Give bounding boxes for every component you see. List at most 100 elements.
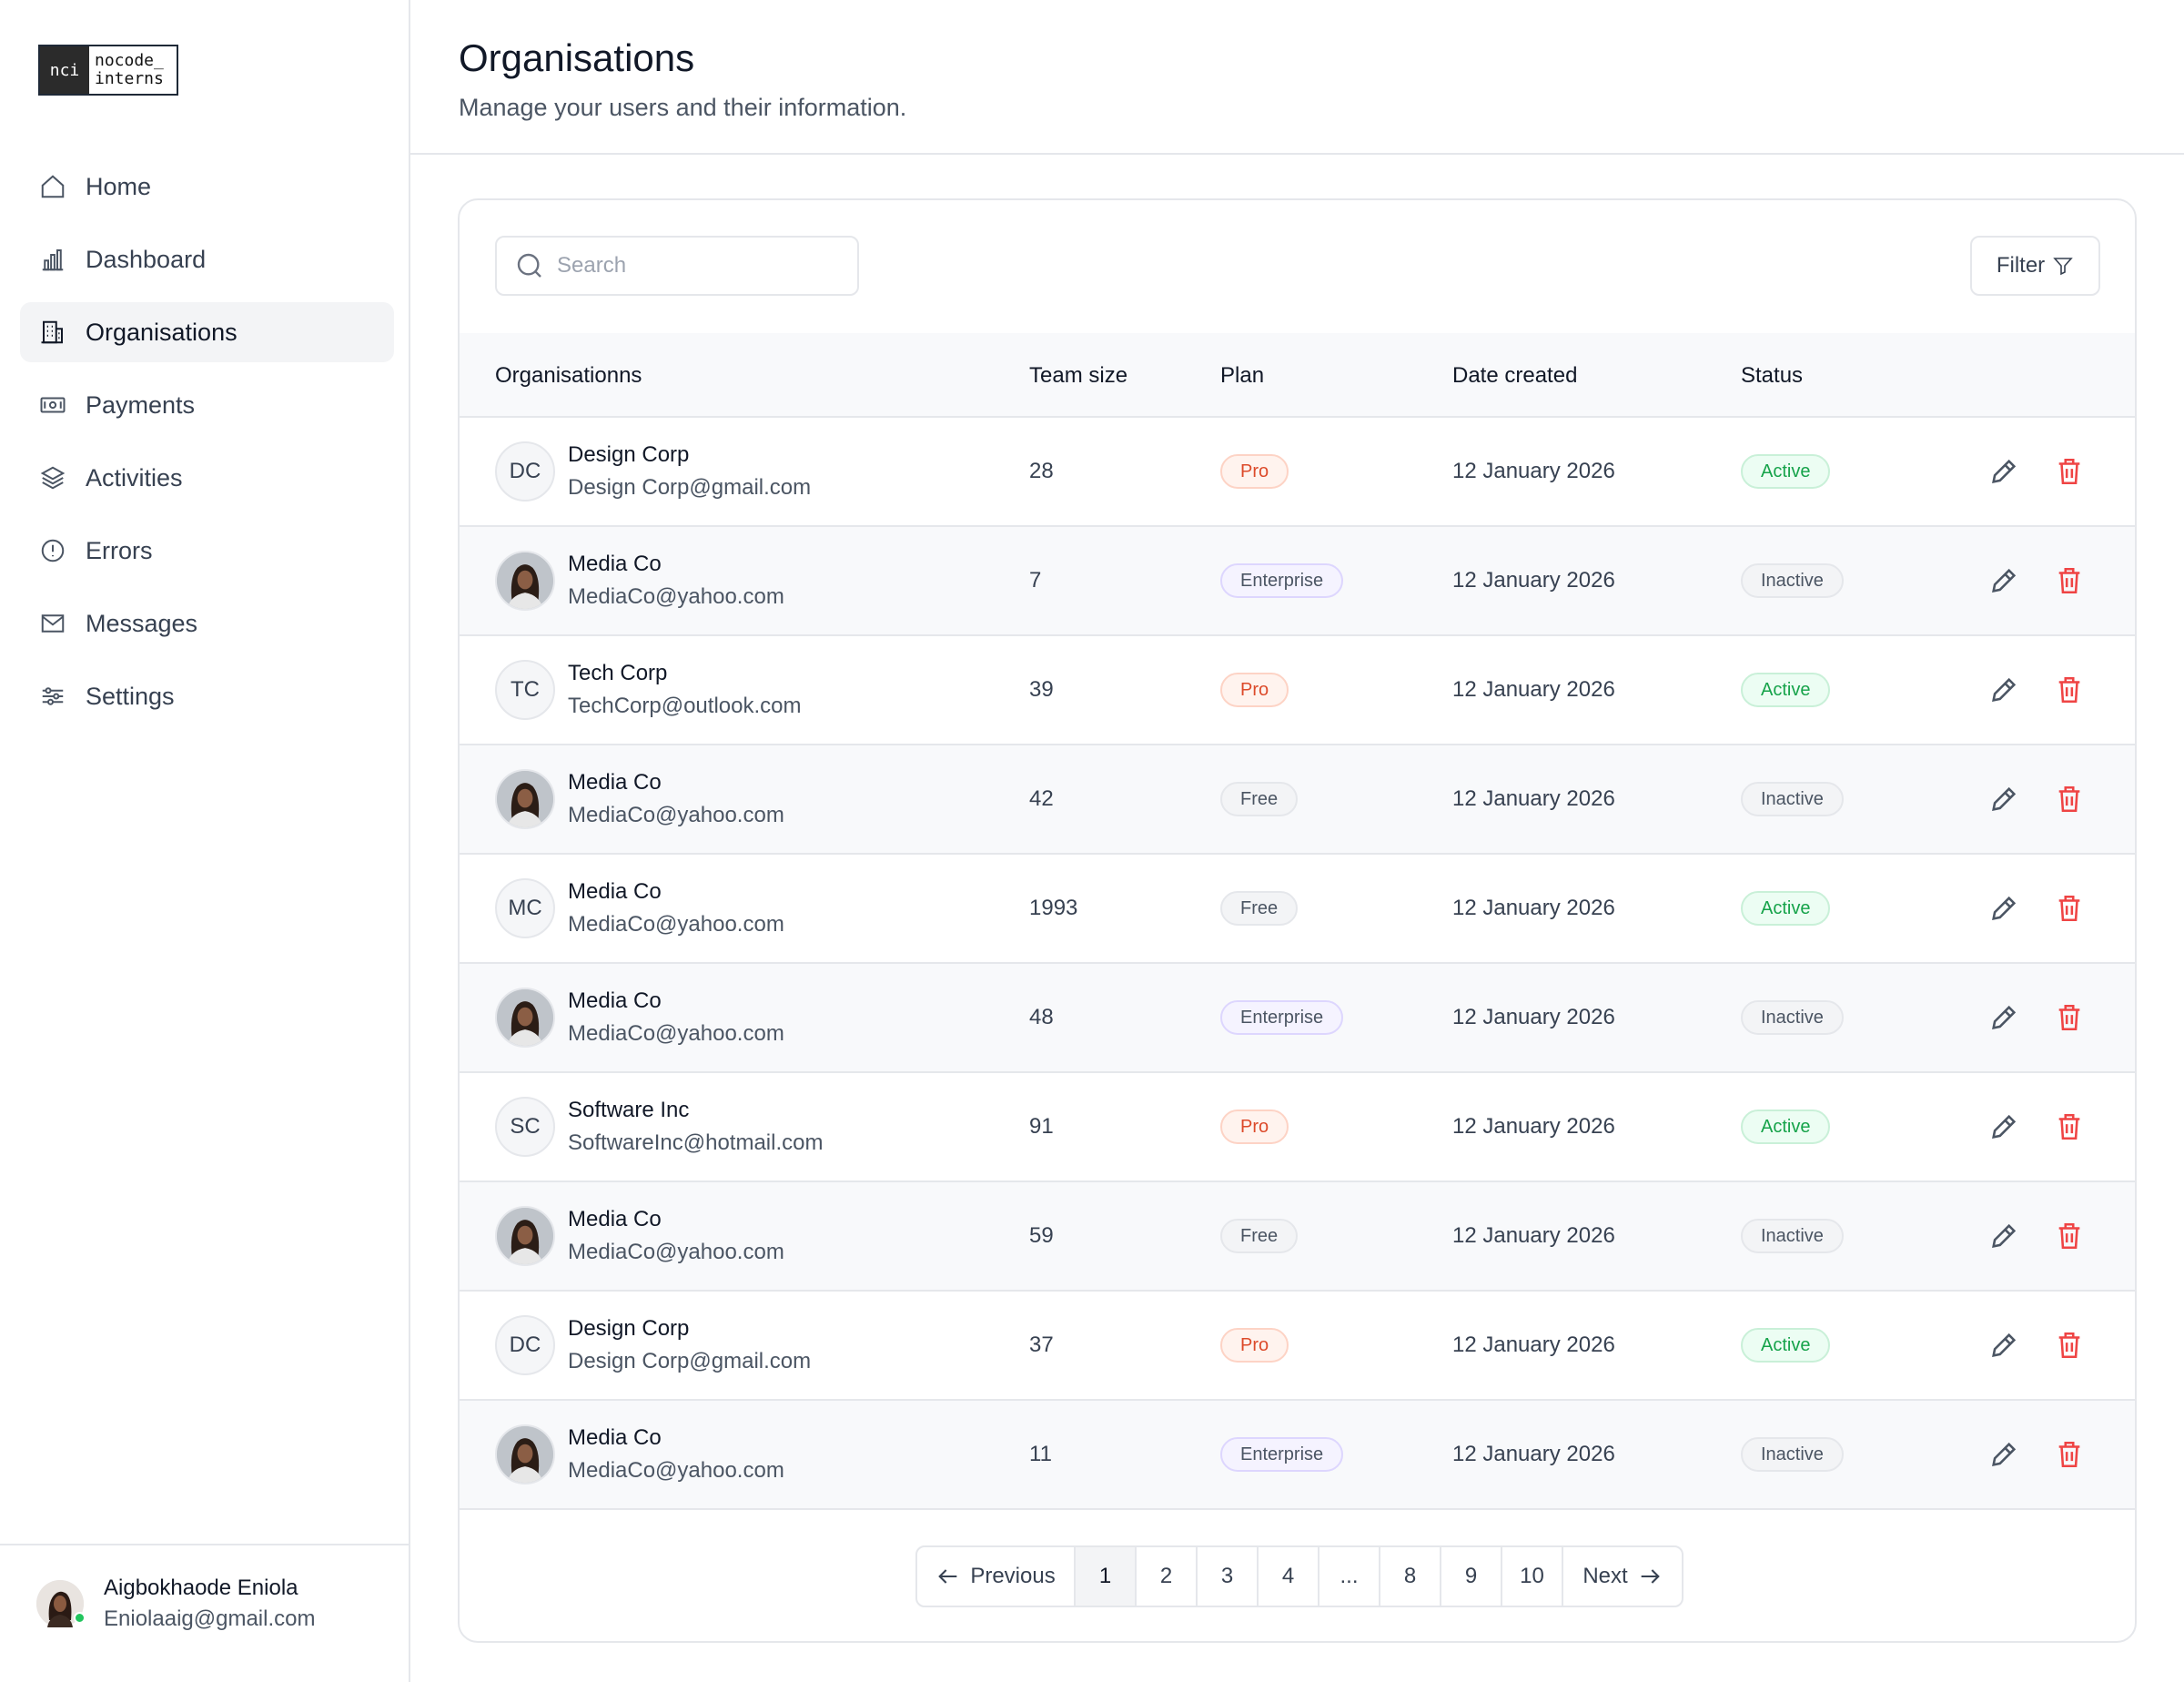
sidebar-item-errors[interactable]: Errors — [20, 521, 394, 581]
home-icon — [38, 172, 67, 201]
plan-badge: Enterprise — [1220, 563, 1344, 598]
trash-icon[interactable] — [2054, 1330, 2085, 1361]
trash-icon[interactable] — [2054, 784, 2085, 815]
trash-icon[interactable] — [2054, 893, 2085, 924]
team-size: 37 — [1029, 1332, 1054, 1357]
trash-icon[interactable] — [2054, 456, 2085, 487]
column-header-organisations[interactable]: Organisationns — [495, 363, 642, 388]
status-cell: Active — [1741, 1073, 1831, 1180]
trash-icon[interactable] — [2054, 674, 2085, 705]
plan-cell: Pro — [1220, 636, 1289, 744]
org-cell: DC Design Corp Design Corp@gmail.com — [495, 1292, 811, 1399]
page-button[interactable]: 9 — [1441, 1547, 1502, 1606]
org-avatar-photo — [495, 988, 555, 1048]
status-cell: Inactive — [1741, 745, 1844, 853]
delete-cell — [2054, 418, 2085, 525]
org-email: MediaCo@yahoo.com — [568, 1240, 784, 1264]
table-row[interactable]: DC Design Corp Design Corp@gmail.com 37 … — [460, 1292, 2135, 1401]
alert-circle-icon — [38, 536, 67, 565]
trash-icon[interactable] — [2054, 565, 2085, 596]
edit-icon[interactable] — [1988, 1221, 2019, 1251]
plan-cell: Pro — [1220, 1292, 1289, 1399]
edit-icon[interactable] — [1988, 1439, 2019, 1470]
plan-cell: Free — [1220, 745, 1299, 853]
trash-icon[interactable] — [2054, 1111, 2085, 1142]
edit-icon[interactable] — [1988, 893, 2019, 924]
plan-badge: Pro — [1220, 454, 1289, 489]
org-cell: Media Co MediaCo@yahoo.com — [495, 527, 784, 634]
team-size: 39 — [1029, 677, 1054, 702]
table-row[interactable]: Media Co MediaCo@yahoo.com 11 Enterprise… — [460, 1401, 2135, 1510]
table-row[interactable]: DC Design Corp Design Corp@gmail.com 28 … — [460, 418, 2135, 527]
edit-icon[interactable] — [1988, 1111, 2019, 1142]
sidebar-item-organisations[interactable]: Organisations — [20, 302, 394, 362]
table-row[interactable]: MC Media Co MediaCo@yahoo.com 1993 Free … — [460, 855, 2135, 964]
table-row[interactable]: Media Co MediaCo@yahoo.com 59 Free 12 Ja… — [460, 1182, 2135, 1292]
org-email: MediaCo@yahoo.com — [568, 803, 784, 827]
edit-icon[interactable] — [1988, 784, 2019, 815]
team-size: 11 — [1029, 1442, 1052, 1466]
sidebar-item-label: Errors — [86, 536, 153, 564]
page-subtitle: Manage your users and their information. — [459, 94, 907, 121]
delete-cell — [2054, 1401, 2085, 1508]
date-created: 12 January 2026 — [1452, 896, 1615, 920]
sidebar-item-home[interactable]: Home — [20, 157, 394, 217]
edit-icon[interactable] — [1988, 1330, 2019, 1361]
profile-name: Aigbokhaode Eniola — [104, 1576, 298, 1600]
next-page-button[interactable]: Next — [1563, 1547, 1682, 1606]
trash-icon[interactable] — [2054, 1221, 2085, 1251]
table-row[interactable]: Media Co MediaCo@yahoo.com 48 Enterprise… — [460, 964, 2135, 1073]
trash-icon[interactable] — [2054, 1439, 2085, 1470]
search-input[interactable] — [557, 253, 830, 279]
logo[interactable]: nci nocode_ interns — [38, 45, 178, 96]
edit-icon[interactable] — [1988, 1002, 2019, 1033]
status-badge: Active — [1741, 673, 1831, 707]
sidebar-item-messages[interactable]: Messages — [20, 593, 394, 654]
page-button[interactable]: 10 — [1502, 1547, 1563, 1606]
page-button[interactable]: 1 — [1076, 1547, 1137, 1606]
edit-icon[interactable] — [1988, 565, 2019, 596]
status-badge: Active — [1741, 891, 1831, 926]
table-row[interactable]: Media Co MediaCo@yahoo.com 7 Enterprise … — [460, 527, 2135, 636]
edit-cell — [1988, 1292, 2019, 1399]
sidebar-item-dashboard[interactable]: Dashboard — [20, 229, 394, 289]
team-size: 1993 — [1029, 896, 1078, 920]
column-header-date-created[interactable]: Date created — [1452, 363, 1578, 388]
org-email: Design Corp@gmail.com — [568, 1349, 812, 1373]
status-cell: Active — [1741, 855, 1831, 962]
edit-icon[interactable] — [1988, 674, 2019, 705]
org-avatar-initials: MC — [495, 878, 555, 938]
org-email: MediaCo@yahoo.com — [568, 912, 784, 937]
team-size: 59 — [1029, 1223, 1054, 1248]
previous-page-button[interactable]: Previous — [917, 1547, 1076, 1606]
table-row[interactable]: Media Co MediaCo@yahoo.com 42 Free 12 Ja… — [460, 745, 2135, 855]
sidebar-item-activities[interactable]: Activities — [20, 448, 394, 508]
page-button[interactable]: 4 — [1259, 1547, 1320, 1606]
person-icon — [36, 1580, 84, 1627]
page-header: Organisations Manage your users and thei… — [410, 0, 2184, 155]
org-cell: SC Software Inc SoftwareInc@hotmail.com — [495, 1073, 823, 1180]
date-created: 12 January 2026 — [1452, 1114, 1615, 1139]
org-email: MediaCo@yahoo.com — [568, 1021, 784, 1046]
search-box[interactable] — [495, 236, 859, 296]
column-header-status[interactable]: Status — [1741, 363, 1804, 388]
column-header-team-size[interactable]: Team size — [1029, 363, 1128, 388]
user-profile[interactable]: Aigbokhaode Eniola Eniolaaig@gmail.com — [36, 1573, 315, 1635]
sidebar-item-settings[interactable]: Settings — [20, 666, 394, 726]
page-button[interactable]: 3 — [1198, 1547, 1259, 1606]
page-button[interactable]: 2 — [1137, 1547, 1198, 1606]
trash-icon[interactable] — [2054, 1002, 2085, 1033]
avatar — [36, 1580, 86, 1627]
column-header-plan[interactable]: Plan — [1220, 363, 1265, 388]
table-row[interactable]: SC Software Inc SoftwareInc@hotmail.com … — [460, 1073, 2135, 1182]
person-icon — [497, 552, 553, 609]
org-name: Media Co — [568, 988, 662, 1013]
table-row[interactable]: TC Tech Corp TechCorp@outlook.com 39 Pro… — [460, 636, 2135, 745]
banknote-icon — [38, 390, 67, 420]
filter-button[interactable]: Filter — [1970, 236, 2100, 296]
previous-label: Previous — [970, 1564, 1056, 1588]
page-button[interactable]: 8 — [1380, 1547, 1441, 1606]
plan-badge: Pro — [1220, 1110, 1289, 1144]
edit-icon[interactable] — [1988, 456, 2019, 487]
sidebar-item-payments[interactable]: Payments — [20, 375, 394, 435]
